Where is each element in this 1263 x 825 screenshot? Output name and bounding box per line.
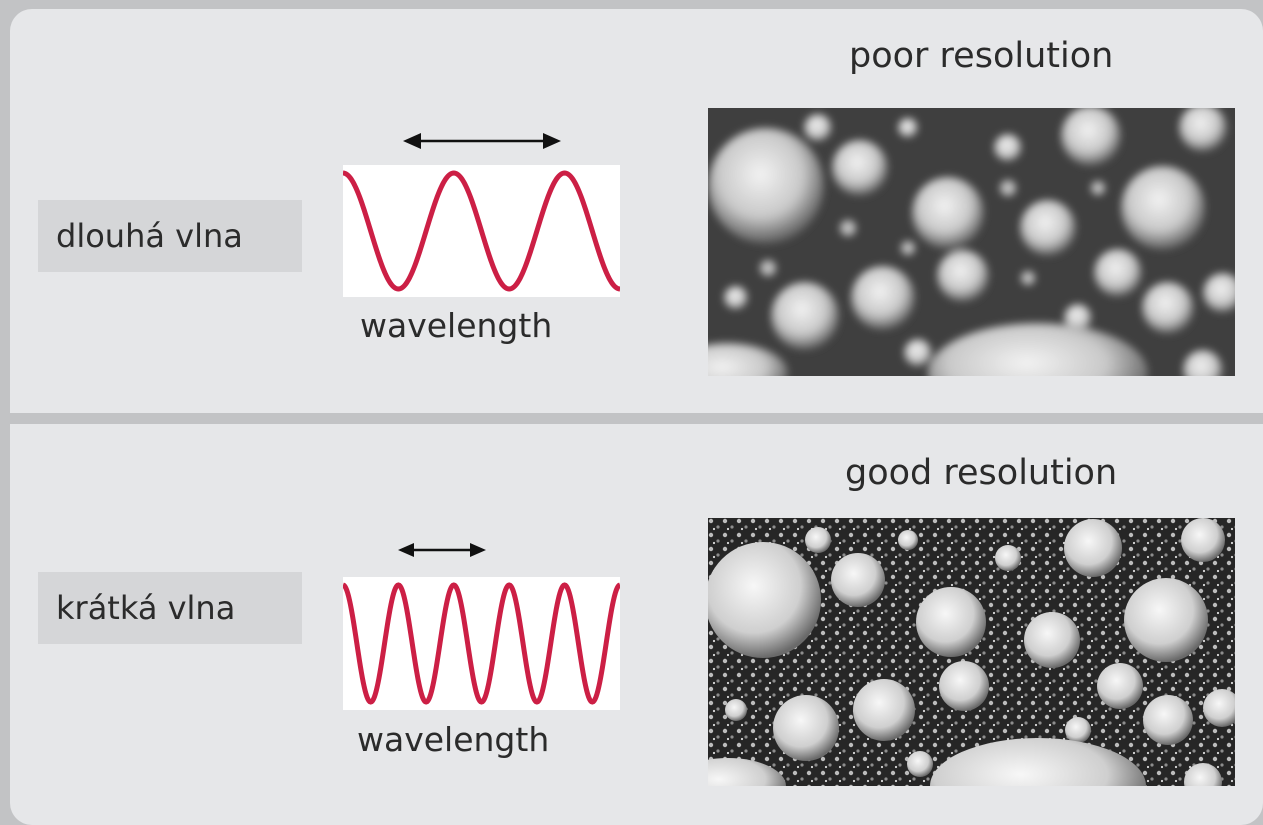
long-wave-curve [343, 170, 620, 292]
short-wavelength-label: wavelength [357, 720, 550, 759]
poor-resolution-title: poor resolution [849, 36, 1114, 76]
short-wave-label: krátká vlna [38, 572, 302, 644]
short-wavelength-arrow [398, 543, 486, 557]
good-resolution-image [708, 518, 1235, 786]
long-wave [343, 170, 620, 292]
good-resolution-title: good resolution [845, 453, 1118, 493]
long-wave-box [343, 165, 620, 297]
long-wavelength-label: wavelength [360, 306, 553, 345]
short-wave [343, 582, 620, 705]
poor-resolution-image [708, 108, 1235, 376]
long-wavelength-arrow [403, 133, 561, 149]
long-wave-label: dlouhá vlna [38, 200, 302, 272]
short-wave-curve [343, 582, 620, 705]
short-wave-box [343, 577, 620, 710]
